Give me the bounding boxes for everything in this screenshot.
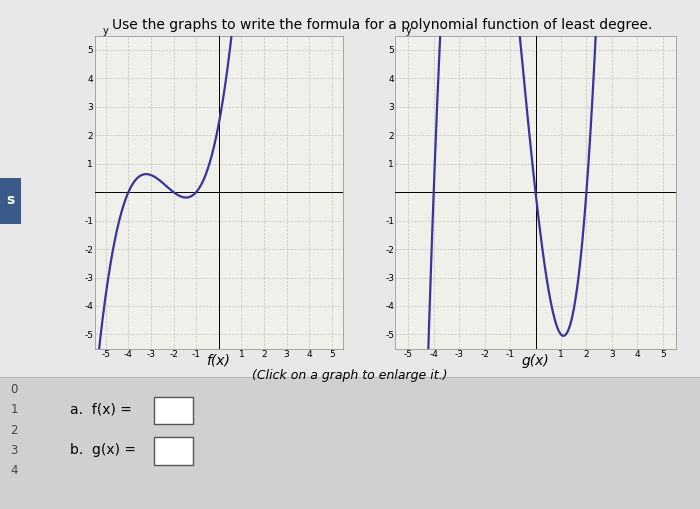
Text: g(x): g(x) [522, 354, 550, 368]
Text: 4: 4 [10, 464, 18, 477]
Text: y: y [103, 25, 108, 36]
Text: b.  g(x) =: b. g(x) = [70, 443, 136, 458]
Text: 2: 2 [10, 423, 18, 437]
Text: 1: 1 [10, 403, 18, 416]
Text: y: y [405, 25, 411, 36]
Text: s: s [6, 192, 15, 207]
Text: a.  f(x) =: a. f(x) = [70, 403, 132, 417]
Text: 3: 3 [10, 444, 18, 457]
Text: Use the graphs to write the formula for a polynomial function of least degree.: Use the graphs to write the formula for … [112, 18, 652, 32]
Text: f(x): f(x) [206, 354, 230, 368]
Text: 0: 0 [10, 383, 18, 396]
Text: (Click on a graph to enlarge it.): (Click on a graph to enlarge it.) [252, 369, 448, 382]
